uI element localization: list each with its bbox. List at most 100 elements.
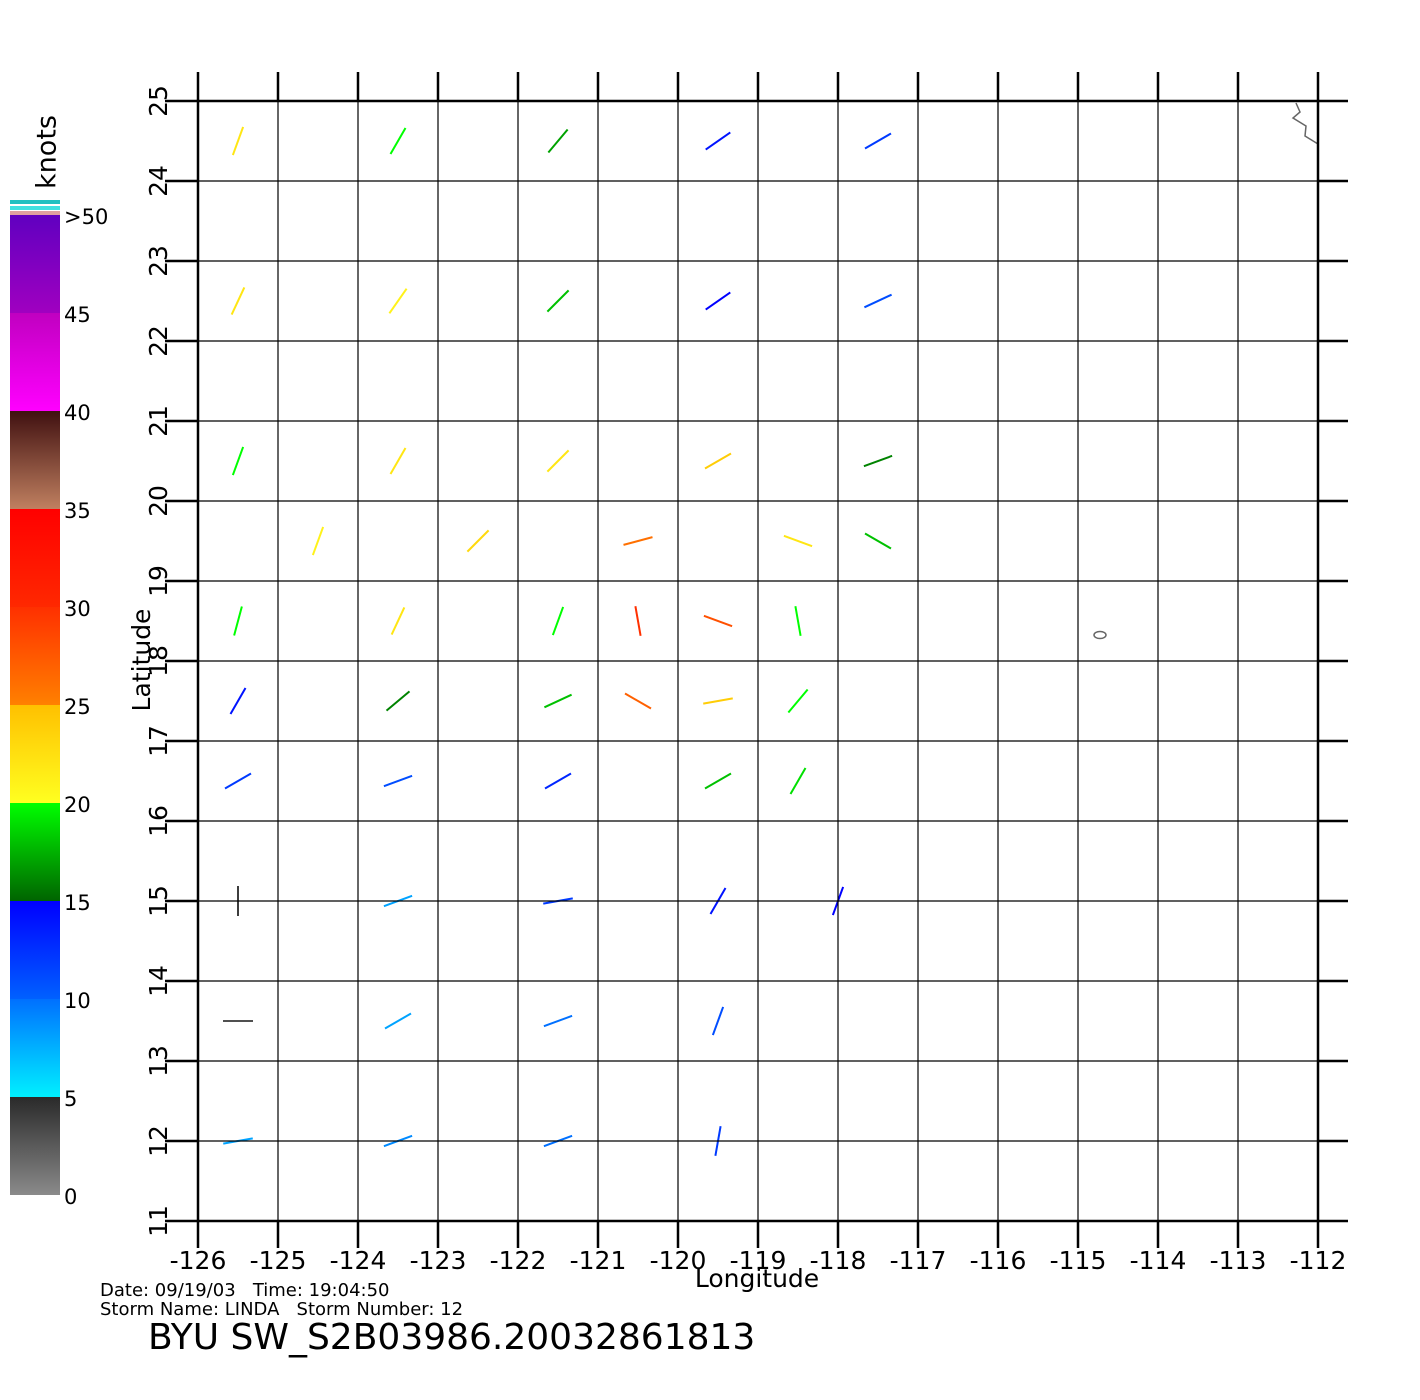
colorbar-label: knots	[32, 115, 63, 189]
wind-vector	[546, 449, 570, 473]
coastline	[1291, 102, 1319, 145]
wind-vector	[233, 606, 243, 636]
colorbar-cap	[10, 211, 60, 215]
y-tick-label: 24	[144, 165, 173, 197]
wind-vector	[390, 606, 406, 636]
wind-vector	[384, 1012, 412, 1030]
wind-vector	[231, 126, 245, 156]
wind-vector	[547, 128, 569, 154]
x-tick-label: -113	[1210, 1246, 1267, 1275]
y-axis-label: Latitude	[127, 609, 156, 712]
x-tick-label: -123	[410, 1246, 467, 1275]
wind-vector	[863, 293, 893, 309]
x-tick-label: -112	[1290, 1246, 1347, 1275]
colorbar-segment	[10, 705, 60, 803]
colorbar-segment	[10, 509, 60, 607]
colorbar-segment	[10, 411, 60, 509]
island	[1093, 630, 1107, 640]
wind-vector	[231, 446, 245, 476]
wind-vector	[783, 534, 813, 548]
wind-vector	[703, 697, 733, 705]
colorbar-segment	[10, 803, 60, 901]
colorbar-tick-label: 10	[64, 989, 91, 1013]
wind-vectors	[223, 126, 893, 1156]
colorbar-tick-label: 30	[64, 597, 91, 621]
wind-vector	[705, 131, 731, 151]
colorbar-segment	[10, 215, 60, 313]
x-axis-label: Longitude	[695, 1264, 819, 1293]
wind-vector	[705, 291, 731, 311]
wind-vector	[864, 532, 892, 550]
wind-vector	[389, 127, 407, 155]
colorbar-segment	[10, 901, 60, 999]
wind-vector	[311, 526, 325, 556]
x-tick-label: -122	[490, 1246, 547, 1275]
wind-vector	[623, 536, 653, 546]
x-tick-label: -114	[1130, 1246, 1187, 1275]
wind-vector	[385, 690, 411, 712]
wind-vector	[704, 452, 732, 470]
colorbar-tick-label: 15	[64, 891, 91, 915]
colorbar-cap	[10, 206, 60, 210]
y-tick-label: 11	[144, 1205, 173, 1237]
wind-vector	[704, 772, 732, 790]
y-tick-label: 22	[144, 325, 173, 357]
colorbar-tick-label: 35	[64, 499, 91, 523]
wind-vector	[389, 447, 407, 475]
wind-vector	[466, 529, 490, 553]
x-tick-label: -115	[1050, 1246, 1107, 1275]
wind-vector	[794, 606, 802, 636]
wind-vector	[789, 767, 807, 795]
axes: -126 -125 -124 -123 -122 -121 -120 -119 -118 -117…	[144, 72, 1348, 1275]
wind-vector	[711, 1006, 725, 1036]
wind-vector	[543, 693, 573, 709]
x-tick-label: -116	[970, 1246, 1027, 1275]
y-tick-label: 21	[144, 405, 173, 437]
footer-storm: Storm Name: LINDA Storm Number: 12	[100, 1299, 463, 1320]
colorbar-cap	[10, 200, 60, 204]
colorbar-segment	[10, 1097, 60, 1195]
y-tick-label: 17	[144, 725, 173, 757]
x-tick-label: -126	[170, 1246, 227, 1275]
colorbar-tick-label: 40	[64, 401, 91, 425]
y-tick-label: 13	[144, 1045, 173, 1077]
wind-vector	[863, 454, 893, 468]
colorbar-tick-label: 20	[64, 793, 91, 817]
plot-frame	[196, 99, 1320, 1223]
wind-vector	[544, 772, 572, 790]
wind-vector	[864, 132, 892, 150]
colorbar-segment	[10, 607, 60, 705]
y-tick-label: 18	[144, 645, 173, 677]
colorbar-tick-label: >50	[64, 205, 108, 229]
wind-vector	[546, 289, 570, 313]
footer-date: Date: 09/19/03 Time: 19:04:50	[100, 1280, 390, 1301]
wind-vector	[543, 1014, 573, 1028]
wind-vector	[388, 288, 408, 314]
colorbar-segment	[10, 313, 60, 411]
y-tick-label: 14	[144, 965, 173, 997]
colorbar: 0 5 10 15 20 25 30 35 40 45 >50	[10, 200, 108, 1209]
x-tick-label: -124	[330, 1246, 387, 1275]
wind-vector	[383, 774, 413, 788]
colorbar-tick-label: 25	[64, 695, 91, 719]
wind-vector	[224, 772, 252, 790]
y-tick-label: 25	[144, 85, 173, 117]
x-tick-label: -120	[650, 1246, 707, 1275]
x-tick-label: -119	[730, 1246, 787, 1275]
title: BYU SW_S2B03986.20032861813	[148, 1317, 755, 1358]
y-tick-label: 19	[144, 565, 173, 597]
wind-vector	[634, 606, 642, 636]
y-tick-label: 12	[144, 1125, 173, 1157]
y-tick-label: 23	[144, 245, 173, 277]
colorbar-tick-label: 0	[64, 1185, 77, 1209]
y-tick-label: 20	[144, 485, 173, 517]
wind-vector	[229, 687, 247, 715]
wind-vector	[230, 286, 246, 316]
x-tick-label: -121	[570, 1246, 627, 1275]
y-tick-label: 16	[144, 805, 173, 837]
wind-vector	[551, 606, 565, 636]
x-tick-label: -117	[890, 1246, 947, 1275]
y-tick-label: 15	[144, 885, 173, 917]
